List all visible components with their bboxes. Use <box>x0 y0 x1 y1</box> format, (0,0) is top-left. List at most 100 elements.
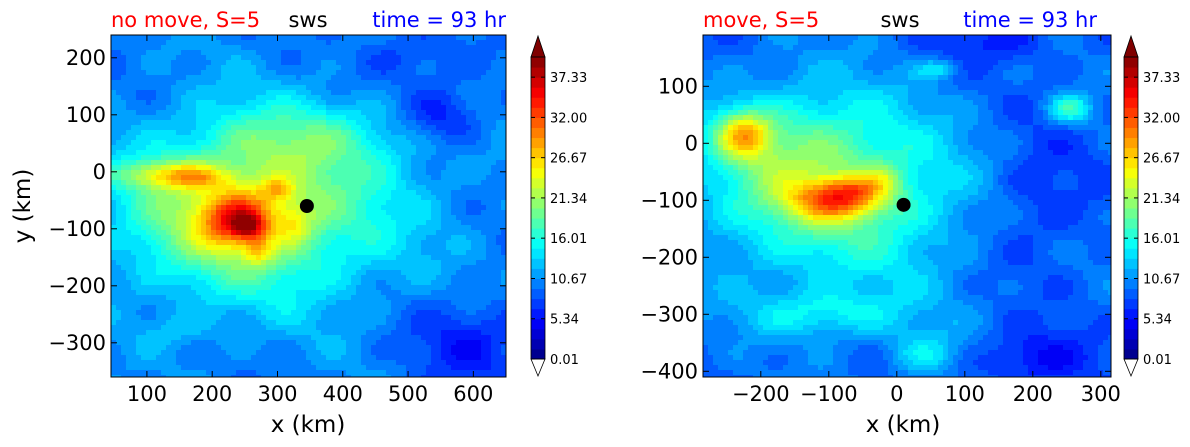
field-cell <box>366 35 372 41</box>
field-cell <box>391 185 397 191</box>
field-cell <box>381 225 387 231</box>
field-cell <box>331 165 337 171</box>
field-cell <box>266 215 272 221</box>
field-cell <box>406 155 412 161</box>
field-cell <box>111 320 117 326</box>
field-cell <box>211 135 217 141</box>
field-cell <box>491 340 497 346</box>
field-cell <box>331 270 337 276</box>
field-cell <box>466 75 472 81</box>
field-cell <box>261 260 267 266</box>
field-cell <box>356 230 362 236</box>
field-cell <box>181 80 187 86</box>
field-cell <box>196 135 202 141</box>
field-cell <box>281 280 287 286</box>
field-cell <box>466 260 472 266</box>
field-cell <box>356 335 362 341</box>
field-cell <box>431 90 437 96</box>
field-cell <box>361 40 367 46</box>
field-cell <box>331 175 337 181</box>
field-cell <box>391 255 397 261</box>
field-cell <box>386 285 392 291</box>
field-cell <box>476 115 482 121</box>
field-cell <box>121 285 127 291</box>
field-cell <box>391 285 397 291</box>
field-cell <box>386 175 392 181</box>
field-cell <box>351 70 357 76</box>
field-cell <box>151 200 157 206</box>
field-cell <box>496 240 502 246</box>
field-cell <box>141 155 147 161</box>
field-cell <box>476 220 482 226</box>
field-cell <box>341 230 347 236</box>
field-cell <box>276 160 282 166</box>
field-cell <box>396 50 402 56</box>
field-cell <box>316 205 322 211</box>
field-cell <box>271 95 277 101</box>
field-cell <box>481 60 487 66</box>
field-cell <box>311 330 317 336</box>
field-cell <box>126 125 132 131</box>
field-cell <box>281 340 287 346</box>
field-cell <box>461 275 467 281</box>
field-cell <box>316 235 322 241</box>
field-cell <box>246 285 252 291</box>
field-cell <box>261 310 267 316</box>
field-cell <box>251 345 257 351</box>
field-cell <box>166 60 172 66</box>
field-cell <box>111 275 117 281</box>
field-cell <box>386 250 392 256</box>
field-cell <box>421 105 427 111</box>
field-cell <box>486 250 492 256</box>
field-cell <box>316 250 322 256</box>
field-cell <box>411 90 417 96</box>
field-cell <box>131 310 137 316</box>
field-cell <box>376 175 382 181</box>
field-cell <box>266 205 272 211</box>
field-cell <box>201 80 207 86</box>
field-cell <box>131 120 137 126</box>
field-cell <box>421 305 427 311</box>
field-cell <box>426 50 432 56</box>
field-cell <box>181 315 187 321</box>
field-cell <box>501 325 506 331</box>
field-cell <box>166 245 172 251</box>
field-cell <box>126 130 132 136</box>
field-cell <box>436 55 442 61</box>
field-cell <box>136 35 142 41</box>
field-cell <box>236 120 242 126</box>
field-cell <box>276 275 282 281</box>
field-cell <box>471 195 477 201</box>
field-cell <box>426 95 432 101</box>
field-cell <box>501 75 506 81</box>
field-cell <box>221 265 227 271</box>
field-cell <box>491 330 497 336</box>
field-cell <box>461 75 467 81</box>
field-cell <box>246 180 252 186</box>
field-cell <box>386 200 392 206</box>
field-cell <box>186 230 192 236</box>
field-cell <box>321 275 327 281</box>
field-cell <box>211 305 217 311</box>
field-cell <box>336 160 342 166</box>
field-cell <box>476 75 482 81</box>
field-cell <box>396 315 402 321</box>
field-cell <box>251 165 257 171</box>
field-cell <box>481 40 487 46</box>
field-cell <box>176 80 182 86</box>
field-cell <box>256 165 262 171</box>
field-cell <box>246 255 252 261</box>
field-cell <box>286 270 292 276</box>
field-cell <box>496 105 502 111</box>
field-cell <box>456 150 462 156</box>
field-cell <box>286 45 292 51</box>
field-cell <box>201 245 207 251</box>
field-cell <box>246 195 252 201</box>
field-cell <box>451 275 457 281</box>
field-cell <box>346 80 352 86</box>
field-cell <box>356 280 362 286</box>
field-cell <box>491 55 497 61</box>
field-cell <box>261 315 267 321</box>
field-cell <box>401 100 407 106</box>
field-cell <box>376 275 382 281</box>
